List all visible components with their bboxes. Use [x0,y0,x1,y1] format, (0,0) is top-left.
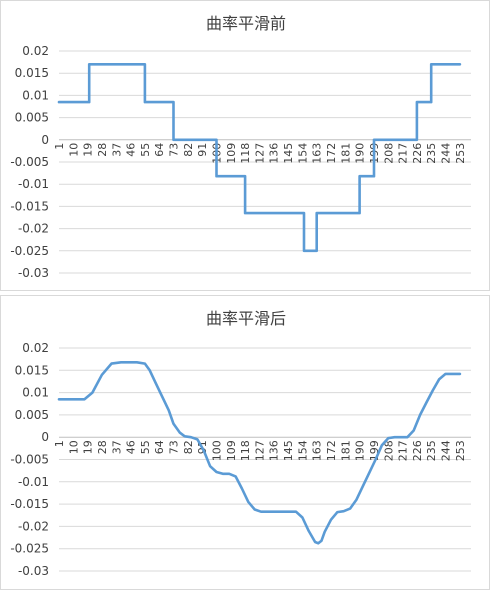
y-tick-label: -0.025 [10,244,49,258]
x-tick-label: 91 [196,143,209,157]
x-tick-label: 46 [125,143,138,157]
y-tick-label: -0.03 [18,564,49,578]
y-tick-label: 0.005 [15,111,49,125]
series-line [57,62,462,253]
x-tick-label: 127 [253,143,266,164]
x-tick-label: 235 [425,143,438,164]
x-tick-label: 181 [339,143,352,164]
x-tick-label: 73 [168,440,181,454]
x-tick-label: 118 [239,440,252,461]
y-tick-label: -0.02 [18,222,49,236]
x-tick-label: 145 [282,440,295,461]
y-tick-label: -0.025 [10,542,49,556]
y-tick-label: -0.03 [18,266,49,280]
y-tick-label: 0.01 [22,386,49,400]
x-tick-label: 37 [110,440,123,454]
y-tick-label: 0 [41,133,49,147]
chart-title: 曲率平滑后 [206,309,286,328]
x-tick-label: 226 [411,143,424,164]
y-tick-label: -0.015 [10,497,49,511]
y-tick-label: 0.01 [22,88,49,102]
x-tick-label: 235 [425,440,438,461]
y-tick-label: -0.005 [10,155,49,169]
x-tick-label: 19 [82,143,95,157]
x-tick-label: 172 [325,143,338,164]
y-tick-label: 0.005 [15,408,49,422]
x-tick-label: 1 [53,143,66,150]
y-tick-label: 0.02 [22,341,49,355]
x-tick-label: 73 [168,143,181,157]
x-tick-label: 190 [354,440,367,461]
series-line [57,361,462,545]
chart-panel-before: 曲率平滑前 0.02 0.015 0.01 0.005 0 -0.005 -0.01 -0.01… [0,0,490,291]
y-tick-label: -0.005 [10,453,49,467]
x-tick-label: 136 [268,143,281,164]
x-tick-label: 244 [440,440,453,461]
x-tick-label: 154 [296,143,309,164]
x-tick-label: 10 [67,143,80,157]
y-tick-label: -0.01 [18,475,49,489]
y-tick-label: 0.015 [15,66,49,80]
chart-before: 曲率平滑前 0.02 0.015 0.01 0.005 0 -0.005 -0.01 -0.01… [10,14,471,280]
x-tick-label: 109 [225,143,238,164]
x-tick-label: 28 [96,440,109,454]
x-tick-label: 82 [182,440,195,454]
x-tick-label: 127 [253,440,266,461]
y-tick-label: 0.02 [22,44,49,58]
x-tick-label: 109 [225,440,238,461]
x-tick-label: 28 [96,143,109,157]
x-tick-label: 82 [182,143,195,157]
x-tick-label: 172 [325,440,338,461]
x-tick-label: 1 [53,440,66,447]
chart-panel-after: 曲率平滑后 0.02 0.015 0.01 0.005 0 -0.005 -0.01 -0.01… [0,295,490,590]
x-tick-label: 55 [139,440,152,454]
x-tick-label: 253 [454,440,467,461]
chart-after: 曲率平滑后 0.02 0.015 0.01 0.005 0 -0.005 -0.01 -0.01… [10,309,471,578]
x-tick-label: 64 [153,440,166,454]
x-tick-label: 136 [268,440,281,461]
x-tick-label: 181 [339,440,352,461]
x-tick-label: 190 [354,143,367,164]
y-tick-label: -0.015 [10,199,49,213]
y-tick-label: -0.01 [18,177,49,191]
x-tick-label: 208 [382,143,395,164]
x-tick-label: 100 [210,440,223,461]
y-tick-label: 0 [41,430,49,444]
x-tick-label: 217 [397,440,410,461]
chart-title: 曲率平滑前 [206,14,286,33]
x-tick-label: 19 [82,440,95,454]
x-tick-label: 217 [397,143,410,164]
x-tick-label: 154 [296,440,309,461]
x-tick-label: 37 [110,143,123,157]
x-tick-label: 244 [440,143,453,164]
x-tick-label: 118 [239,143,252,164]
x-tick-label: 46 [125,440,138,454]
x-tick-label: 55 [139,143,152,157]
y-tick-label: -0.02 [18,519,49,533]
x-tick-label: 145 [282,143,295,164]
x-tick-label: 226 [411,440,424,461]
x-tick-label: 208 [382,440,395,461]
x-tick-label: 163 [311,440,324,461]
x-tick-label: 64 [153,143,166,157]
x-tick-label: 163 [311,143,324,164]
x-tick-label: 253 [454,143,467,164]
y-tick-label: 0.015 [15,363,49,377]
x-tick-label: 10 [67,440,80,454]
